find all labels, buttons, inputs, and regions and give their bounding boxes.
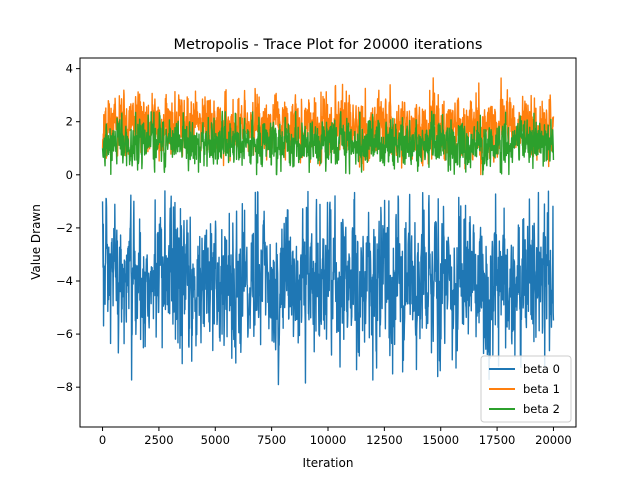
- x-tick-label: 10000: [310, 433, 347, 447]
- legend-label: beta 0: [523, 362, 560, 376]
- x-tick-label: 20000: [535, 433, 572, 447]
- y-tick-label: −6: [56, 327, 73, 341]
- series-line-beta-0: [101, 190, 555, 386]
- legend-label: beta 1: [523, 382, 560, 396]
- series-layer: [101, 77, 555, 386]
- y-tick-label: −8: [56, 380, 73, 394]
- x-tick-label: 15000: [422, 433, 459, 447]
- y-tick-label: −4: [56, 274, 73, 288]
- legend-box: [480, 355, 572, 423]
- y-tick-label: −2: [56, 221, 73, 235]
- x-axis: 0 2500 5000 7500 10000 12500 15000 17500 20000: [99, 427, 572, 447]
- x-tick-label: 5000: [201, 433, 230, 447]
- x-tick-label: 2500: [144, 433, 173, 447]
- y-axis: −8 −6 −4 −2 0 2 4: [56, 62, 80, 394]
- y-tick-label: 4: [66, 62, 73, 76]
- y-tick-label: 0: [66, 168, 73, 182]
- x-tick-label: 12500: [366, 433, 403, 447]
- x-axis-label: Iteration: [303, 456, 354, 470]
- y-tick-label: 2: [66, 115, 73, 129]
- legend: beta 0 beta 1 beta 2: [480, 355, 572, 423]
- x-tick-label: 0: [99, 433, 106, 447]
- series-line-beta-2: [101, 110, 555, 176]
- legend-label: beta 2: [523, 402, 560, 416]
- x-tick-label: 17500: [479, 433, 516, 447]
- chart-title: Metropolis - Trace Plot for 20000 iterat…: [174, 37, 483, 53]
- y-axis-label: Value Drawn: [29, 204, 43, 280]
- x-tick-label: 7500: [257, 433, 286, 447]
